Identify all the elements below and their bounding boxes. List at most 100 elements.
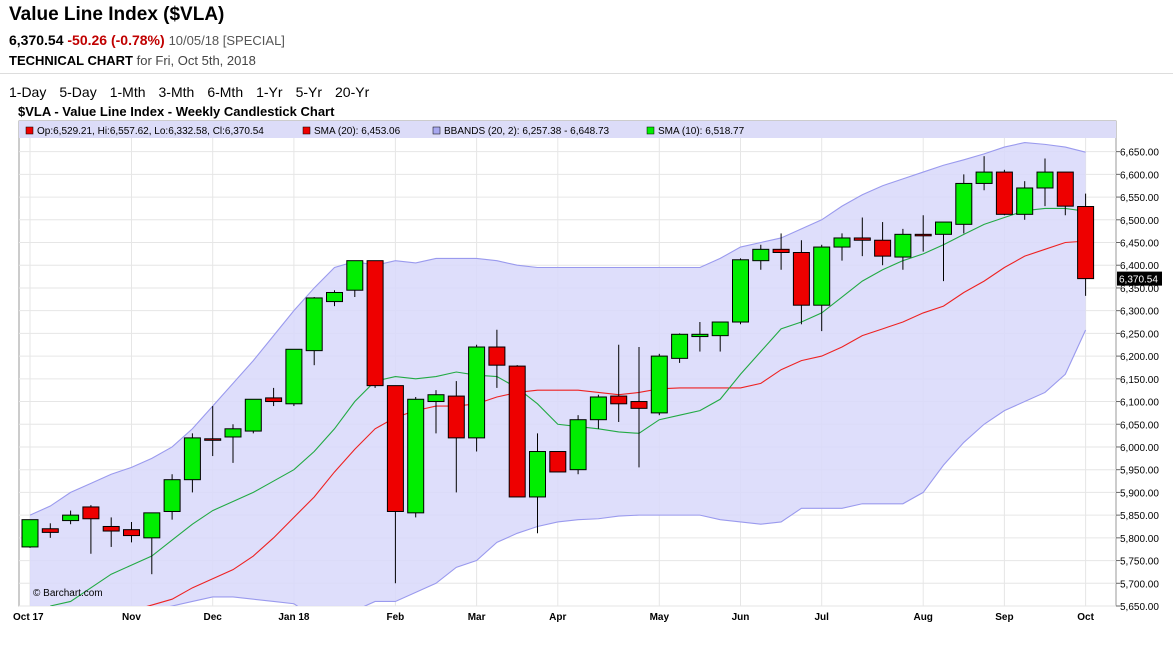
candle-body xyxy=(529,451,546,498)
x-tick-label: Jan 18 xyxy=(278,612,310,623)
legend-bbands: BBANDS (20, 2): 6,257.38 - 6,648.73 xyxy=(444,126,610,137)
candle-body xyxy=(935,221,952,235)
y-tick-label: 6,100.00 xyxy=(1120,398,1159,409)
candle-body xyxy=(224,428,242,438)
candle-body xyxy=(285,348,303,405)
legend-sma10: SMA (10): 6,518.77 xyxy=(658,126,745,137)
period-selector: 1-Day 5-Day 1-Mth 3-Mth 6-Mth 1-Yr 5-Yr … xyxy=(9,84,369,100)
price-change: -50.26 (-0.78%) xyxy=(67,32,165,48)
candle-body xyxy=(386,385,404,512)
watermark: © Barchart.com xyxy=(33,588,103,599)
candle-body xyxy=(183,437,201,481)
candle-body xyxy=(143,512,161,539)
candle-body xyxy=(1036,171,1054,189)
x-tick-label: Oct xyxy=(1077,612,1094,623)
candle-body xyxy=(914,233,932,237)
candle-body xyxy=(326,291,343,303)
candle-body xyxy=(853,237,871,241)
period-5-day[interactable]: 5-Day xyxy=(59,84,97,100)
candle-body xyxy=(305,297,323,352)
y-tick-label: 6,150.00 xyxy=(1120,375,1159,386)
legend: Op:6,529.21, Hi:6,557.62, Lo:6,332.58, C… xyxy=(25,126,745,137)
candle-body xyxy=(102,525,120,532)
candle-body xyxy=(772,248,790,254)
sma20-line xyxy=(146,240,1086,606)
candle-body xyxy=(21,519,39,548)
y-tick-label: 6,400.00 xyxy=(1120,261,1159,272)
y-tick-label: 6,500.00 xyxy=(1120,216,1159,227)
candle-body xyxy=(874,239,892,257)
sma10-line xyxy=(50,207,1086,606)
y-tick-label: 6,000.00 xyxy=(1120,443,1159,454)
candle-body xyxy=(447,395,465,439)
y-axis: 5,650.00 5,700.00 5,750.00 5,800.00 5,850.00… xyxy=(1116,148,1159,613)
last-price-label: 6,370.54 xyxy=(1117,271,1162,286)
candle-body xyxy=(407,398,425,514)
candle-body xyxy=(975,171,993,184)
candle-body xyxy=(62,514,80,522)
legend-swatch-sma10 xyxy=(646,126,655,135)
legend-ohlc: Op:6,529.21, Hi:6,557.62, Lo:6,332.58, C… xyxy=(37,126,264,137)
y-tick-label: 6,350.00 xyxy=(1120,284,1159,295)
candle-body xyxy=(244,398,262,432)
bollinger-lower-line xyxy=(169,329,1087,606)
chart-date: for Fri, Oct 5th, 2018 xyxy=(136,53,256,68)
candle-body xyxy=(711,321,729,337)
x-tick-label: Jun xyxy=(732,612,750,623)
candle-body xyxy=(488,346,506,366)
x-tick-label: Mar xyxy=(468,612,486,623)
period-3-mth[interactable]: 3-Mth xyxy=(158,84,195,100)
y-tick-label: 5,700.00 xyxy=(1120,579,1159,590)
quote-line: 6,370.54 -50.26 (-0.78%) 10/05/18 [SPECI… xyxy=(9,32,285,48)
y-tick-label: 5,850.00 xyxy=(1120,511,1159,522)
last-price: 6,370.54 xyxy=(9,32,64,48)
candle-body xyxy=(691,333,709,338)
x-tick-label: Aug xyxy=(913,612,932,623)
y-tick-label: 5,950.00 xyxy=(1120,466,1159,477)
candle-body xyxy=(468,346,486,439)
last-price-box xyxy=(1117,271,1162,286)
candle-body xyxy=(833,237,851,248)
candle-body xyxy=(671,333,689,359)
candle-body xyxy=(569,419,587,471)
candle-body xyxy=(366,260,384,387)
candle-body xyxy=(123,529,140,537)
y-tick-label: 6,050.00 xyxy=(1120,420,1159,431)
bollinger-upper-line xyxy=(29,141,1086,516)
candle-body xyxy=(1056,171,1074,207)
x-tick-label: Jul xyxy=(814,612,829,623)
candle-body xyxy=(732,259,749,323)
y-tick-label: 6,550.00 xyxy=(1120,193,1159,204)
period-1-mth[interactable]: 1-Mth xyxy=(109,84,146,100)
candle-body xyxy=(610,395,628,405)
candle-body xyxy=(589,396,607,421)
period-1-yr[interactable]: 1-Yr xyxy=(256,84,283,100)
x-axis: Oct 17 Nov Dec Jan 18 Feb Mar Apr May Jun Jul Aug S… xyxy=(13,612,1095,623)
candle-body xyxy=(163,479,181,512)
chart-title: $VLA - Value Line Index - Weekly Candles… xyxy=(18,104,335,119)
divider xyxy=(0,73,1173,74)
legend-swatch-ohlc xyxy=(25,126,34,135)
x-tick-label: Dec xyxy=(204,612,223,623)
chart-subtitle: TECHNICAL CHART for Fri, Oct 5th, 2018 xyxy=(9,53,256,68)
legend-swatch-sma20 xyxy=(302,126,311,135)
period-20-yr[interactable]: 20-Yr xyxy=(335,84,370,100)
period-1-day[interactable]: 1-Day xyxy=(9,84,47,100)
y-tick-label: 6,200.00 xyxy=(1120,352,1159,363)
y-tick-label: 6,450.00 xyxy=(1120,239,1159,250)
candle-body xyxy=(41,528,59,533)
y-tick-label: 5,750.00 xyxy=(1120,557,1159,568)
period-6-mth[interactable]: 6-Mth xyxy=(207,84,244,100)
candle-body xyxy=(955,182,973,225)
technical-chart-label: TECHNICAL CHART xyxy=(9,53,133,68)
candle-body xyxy=(894,233,912,258)
candles xyxy=(21,156,1095,584)
period-5-yr[interactable]: 5-Yr xyxy=(295,84,323,100)
last-price-text: 6,370.54 xyxy=(1119,275,1158,286)
x-tick-label: May xyxy=(650,612,670,623)
legend-background xyxy=(19,121,1116,138)
y-tick-label: 5,650.00 xyxy=(1120,602,1159,613)
candle-body xyxy=(549,451,567,473)
candle-body xyxy=(995,171,1013,215)
